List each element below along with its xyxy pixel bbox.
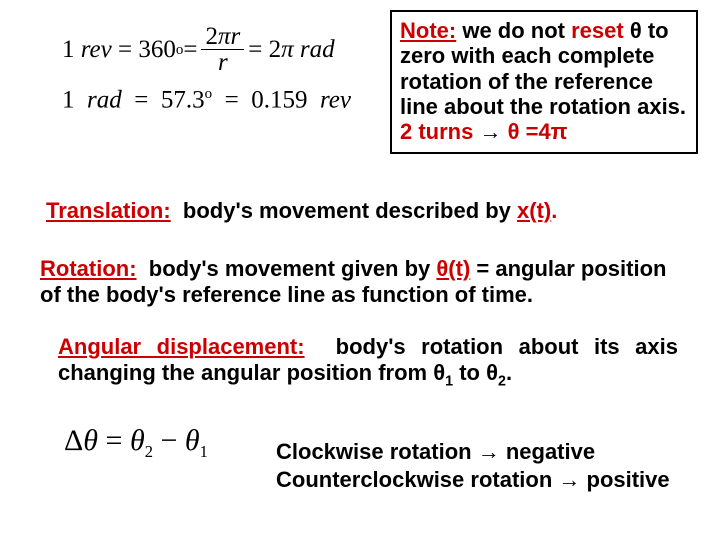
eq1-deg: 360 [138, 35, 176, 65]
note-box: Note: we do not reset θ to zero with eac… [390, 10, 698, 154]
eq1-frac-2: 2 [205, 23, 218, 50]
eq2-deg: 57.3 [161, 86, 205, 113]
note-theta4pi: θ =4π [508, 119, 568, 144]
translation-label: Translation: [46, 198, 171, 223]
eq3-minus: − [153, 424, 185, 457]
eq2-val: 0.159 [251, 86, 307, 113]
eq1-unit-rad: rad [300, 35, 335, 65]
angdisp-s1: 1 [445, 374, 453, 390]
eq2-1: 1 [62, 86, 75, 113]
eq3-thB: θ [185, 424, 200, 457]
eq3-thA: θ [130, 424, 145, 457]
note-arrow: → [473, 119, 507, 144]
note-reset: reset [571, 18, 624, 43]
cw-l2b: positive [580, 467, 669, 492]
eq1-frac-den: r [214, 50, 232, 75]
eq1-1: 1 [62, 35, 75, 65]
eq1-frac-num: 2πr [201, 24, 244, 50]
eq2-unit-rev: rev [320, 86, 351, 113]
eq2-degsym: o [205, 86, 213, 102]
eq3-subA: 2 [145, 442, 153, 461]
eq2-eq1: = [134, 86, 148, 113]
angdisp-th1: θ [433, 360, 445, 385]
eq3-eq: = [98, 424, 130, 457]
translation-xoft: x(t) [517, 198, 551, 223]
cw-l1a: Clockwise rotation [276, 439, 478, 464]
angdisp-label: Angular displacement: [58, 334, 305, 359]
note-label: Note: [400, 18, 456, 43]
eq1-rhs-2: 2 [269, 35, 282, 65]
slide: 1 rev = 360o = 2πr r = 2π rad 1 rad = 57… [0, 0, 720, 540]
note-t1: we do not [462, 18, 571, 43]
eq1-eq2: = [183, 35, 197, 65]
eq2-eq2: = [225, 86, 239, 113]
rotation-thoft: θ(t) [436, 256, 470, 281]
eq-rad-definition: 1 rad = 57.3o = 0.159 rev [62, 85, 372, 115]
translation-paragraph: Translation: body's movement described b… [46, 198, 676, 224]
equation-delta-theta: Δθ = θ2 − θ1 [64, 424, 208, 462]
cw-arrow1: → [478, 439, 500, 464]
equations-top: 1 rev = 360o = 2πr r = 2π rad 1 rad = 57… [62, 24, 372, 115]
angdisp-dot: . [506, 360, 512, 385]
angdisp-th2: θ [486, 360, 498, 385]
note-2turns: 2 turns [400, 119, 473, 144]
clockwise-line: Clockwise rotation → negative [276, 438, 670, 466]
translation-dot: . [551, 198, 557, 223]
angular-displacement-paragraph: Angular displacement: body's rotation ab… [58, 334, 678, 391]
eq1-fraction: 2πr r [201, 24, 244, 75]
eq1-unit-rev: rev [81, 35, 112, 65]
cw-arrow2: → [558, 467, 580, 492]
cw-l1b: negative [500, 439, 595, 464]
rotation-label: Rotation: [40, 256, 137, 281]
eq3-subB: 1 [200, 442, 208, 461]
eq1-eq3: = [248, 35, 262, 65]
translation-text: body's movement described by [183, 198, 517, 223]
eq2-unit-rad: rad [87, 86, 122, 113]
eq1-frac-r: r [231, 23, 241, 50]
rotation-paragraph: Rotation: body's movement given by θ(t) … [40, 256, 680, 309]
eq1-degsym: o [176, 41, 184, 59]
counterclockwise-line: Counterclockwise rotation → positive [276, 466, 670, 494]
rotation-t1: body's movement given by [149, 256, 437, 281]
eq1-frac-pi: π [218, 23, 231, 50]
cw-l2a: Counterclockwise rotation [276, 467, 558, 492]
eq1-eq1: = [118, 35, 132, 65]
angdisp-to: to [453, 360, 486, 385]
eq-rev-definition: 1 rev = 360o = 2πr r = 2π rad [62, 24, 372, 75]
rotation-sign-convention: Clockwise rotation → negative Counterclo… [276, 438, 670, 493]
eq3-th: θ [83, 424, 98, 457]
eq1-rhs-pi: π [281, 35, 294, 65]
eq3-delta: Δ [64, 424, 83, 457]
angdisp-s2: 2 [498, 374, 506, 390]
